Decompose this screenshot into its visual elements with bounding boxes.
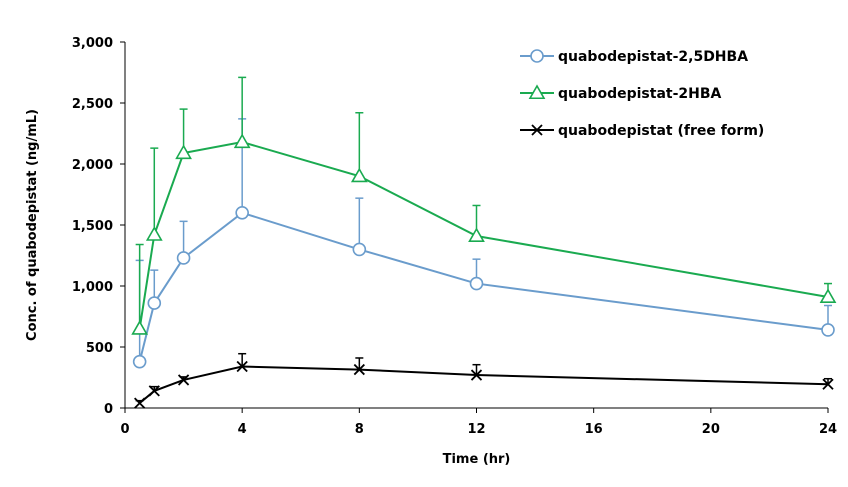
series-0 xyxy=(132,118,835,369)
data-point xyxy=(821,323,835,337)
data-point xyxy=(350,167,368,183)
data-point xyxy=(822,378,834,390)
series-2 xyxy=(134,352,834,409)
y-tick-label: 500 xyxy=(86,341,113,356)
series-line xyxy=(138,211,829,362)
axes xyxy=(120,41,829,413)
series-line xyxy=(139,365,829,404)
legend-marker xyxy=(531,124,543,136)
legend: quabodepistat-2,5DHBA quabodepistat-2HBA q… xyxy=(520,49,764,139)
data-point xyxy=(470,369,483,381)
legend-label: quabodepistat-2,5DHBA xyxy=(558,49,748,65)
y-tick-labels: 0 500 1,000 1,500 2,000 2,500 3,000 xyxy=(72,36,113,417)
x-tick-label: 0 xyxy=(120,422,129,437)
data-point xyxy=(134,397,146,409)
data-point xyxy=(353,363,365,376)
data-point xyxy=(819,288,837,304)
legend-entry-0: quabodepistat-2,5DHBA xyxy=(520,49,748,65)
data-point xyxy=(148,385,160,397)
legend-entry-1: quabodepistat-2HBA xyxy=(520,84,722,102)
data-point xyxy=(177,374,190,386)
x-axis-title: Time (hr) xyxy=(443,452,511,467)
data-point xyxy=(469,276,484,291)
legend-label: quabodepistat (free form) xyxy=(558,123,764,139)
x-tick-label: 24 xyxy=(819,422,837,437)
y-tick-label: 1,500 xyxy=(72,219,113,234)
y-tick-label: 0 xyxy=(104,402,113,417)
x-tick-label: 20 xyxy=(702,422,720,437)
x-tick-labels: 0 4 8 12 16 20 24 xyxy=(120,422,837,437)
y-axis-title: Conc. of quabodepistat (ng/mL) xyxy=(25,109,40,341)
y-tick-label: 2,500 xyxy=(72,97,113,112)
data-point xyxy=(132,354,147,369)
legend-marker xyxy=(530,49,544,63)
data-point xyxy=(175,144,192,160)
x-tick-label: 8 xyxy=(355,422,364,437)
y-tick-label: 2,000 xyxy=(72,158,113,173)
data-point xyxy=(236,360,248,373)
legend-marker xyxy=(528,84,546,100)
data-point xyxy=(235,206,249,220)
legend-label: quabodepistat-2HBA xyxy=(558,86,722,102)
x-tick-label: 4 xyxy=(238,422,247,437)
series-layer xyxy=(131,76,837,409)
data-point xyxy=(145,226,163,241)
x-tick-label: 16 xyxy=(585,422,603,437)
data-point xyxy=(176,251,191,265)
data-point xyxy=(352,242,367,257)
x-tick-label: 12 xyxy=(467,422,485,437)
data-point xyxy=(147,296,162,310)
series-1 xyxy=(131,76,837,335)
data-point xyxy=(131,320,149,335)
y-tick-label: 1,000 xyxy=(72,280,113,295)
y-tick-label: 3,000 xyxy=(72,36,113,51)
legend-entry-2: quabodepistat (free form) xyxy=(520,123,764,139)
data-point xyxy=(233,133,251,149)
data-point xyxy=(468,227,485,243)
